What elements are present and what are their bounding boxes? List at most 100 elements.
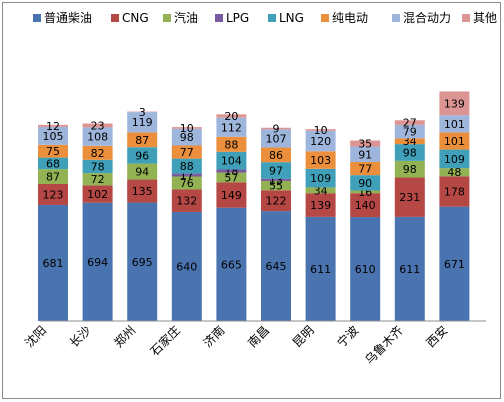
- legend-label: LNG: [279, 11, 304, 25]
- bar-segment: [439, 115, 470, 133]
- bar-segment: [394, 124, 425, 139]
- data-label: 87: [135, 134, 149, 147]
- bar-segment: [305, 168, 336, 188]
- bar-segment: [82, 185, 113, 203]
- data-label: 139: [444, 97, 465, 110]
- legend-swatch: [33, 14, 41, 22]
- bar-segment: [216, 207, 247, 321]
- legend-item: CNG: [111, 11, 149, 25]
- data-label: 645: [266, 260, 287, 273]
- x-tick-label: 南昌: [245, 323, 273, 351]
- data-label: 12: [46, 120, 60, 133]
- bar-segment: [38, 144, 68, 158]
- data-label: 23: [91, 119, 105, 132]
- data-label: 665: [221, 258, 242, 271]
- bar-segment: [350, 190, 381, 194]
- data-label: 87: [46, 171, 60, 184]
- bar-segment: [82, 202, 113, 321]
- data-label: 82: [91, 147, 105, 160]
- bar-segment: [171, 158, 202, 174]
- bar-segment: [305, 193, 336, 217]
- data-label: 109: [310, 172, 331, 185]
- bar-segment: [350, 193, 381, 218]
- data-label: 9: [273, 123, 280, 136]
- data-label: 10: [314, 124, 328, 137]
- bar-segment: [305, 129, 336, 131]
- legend-swatch: [163, 14, 171, 22]
- legend: 普通柴油 CNG 汽油 LPG LNG 纯电动 混合动力 其他: [33, 10, 497, 25]
- data-label: 104: [221, 155, 242, 168]
- data-label: 123: [43, 188, 64, 201]
- bar-segment: [82, 145, 113, 160]
- bar-segment: [171, 127, 202, 129]
- legend-swatch: [321, 14, 329, 22]
- data-label: 611: [310, 263, 331, 276]
- bar-segment: [261, 190, 291, 212]
- bar-segment: [394, 160, 425, 178]
- data-label: 20: [224, 110, 238, 123]
- legend-item: LNG: [268, 11, 304, 25]
- data-label: 90: [358, 177, 372, 190]
- bar-segment: [439, 168, 470, 177]
- data-label: 72: [91, 173, 105, 186]
- data-label: 76: [180, 177, 194, 190]
- data-label: 610: [355, 263, 376, 276]
- data-label: 107: [266, 132, 287, 145]
- bar-segment: [127, 179, 158, 203]
- data-label: 88: [224, 138, 238, 151]
- legend-label: 混合动力: [403, 10, 451, 25]
- data-label: 10: [180, 122, 194, 135]
- data-label: 98: [403, 146, 417, 159]
- x-tick-label: 济南: [200, 323, 228, 351]
- bar-segment: [216, 114, 247, 118]
- data-label: 86: [269, 149, 283, 162]
- data-label: 149: [221, 189, 242, 202]
- bar-segment: [216, 182, 247, 208]
- x-tick-label: 长沙: [67, 323, 94, 350]
- legend-swatch: [215, 14, 223, 22]
- bar-segment: [261, 178, 291, 181]
- bar-segment: [38, 183, 68, 205]
- bar-segment: [261, 211, 291, 321]
- bar-segment: [394, 177, 425, 217]
- bar-segment: [350, 175, 381, 191]
- bar-segment: [261, 147, 291, 163]
- legend-swatch: [462, 14, 470, 22]
- bar-segment: [216, 117, 247, 137]
- data-label: 94: [135, 166, 149, 179]
- bar-segment: [216, 136, 247, 152]
- bar-segment: [171, 189, 202, 212]
- bar-segment: [82, 173, 113, 186]
- legend-label: 纯电动: [332, 11, 368, 25]
- data-label: 34: [403, 135, 417, 148]
- x-tick-label: 沈阳: [22, 323, 50, 351]
- data-label: 68: [46, 157, 60, 170]
- data-label: 103: [310, 154, 331, 167]
- x-tick-label: 昆明: [290, 323, 317, 350]
- data-label: 102: [87, 188, 108, 201]
- bar-segment: [38, 204, 68, 321]
- data-label: 77: [180, 146, 194, 159]
- bar-segment: [171, 145, 202, 159]
- bar-segment: [261, 127, 291, 130]
- bar-segment: [305, 130, 336, 152]
- data-label: 695: [132, 256, 153, 269]
- x-axis-labels: 沈阳 长沙 郑州 石家庄 济南 南昌 昆明 宁波 乌鲁木齐 西安: [22, 323, 451, 368]
- data-label: 231: [399, 191, 420, 204]
- bar-segment: [127, 147, 158, 164]
- bar-segment: [394, 138, 425, 145]
- x-tick-label: 宁波: [334, 323, 362, 351]
- bar-segment: [171, 128, 202, 146]
- data-label: 79: [403, 126, 417, 139]
- data-label: 35: [358, 138, 372, 151]
- data-label: 640: [176, 260, 197, 273]
- data-label: 611: [399, 263, 420, 276]
- bar-segment: [261, 129, 291, 148]
- bar-segment: [171, 211, 202, 321]
- bar-segment: [261, 162, 291, 179]
